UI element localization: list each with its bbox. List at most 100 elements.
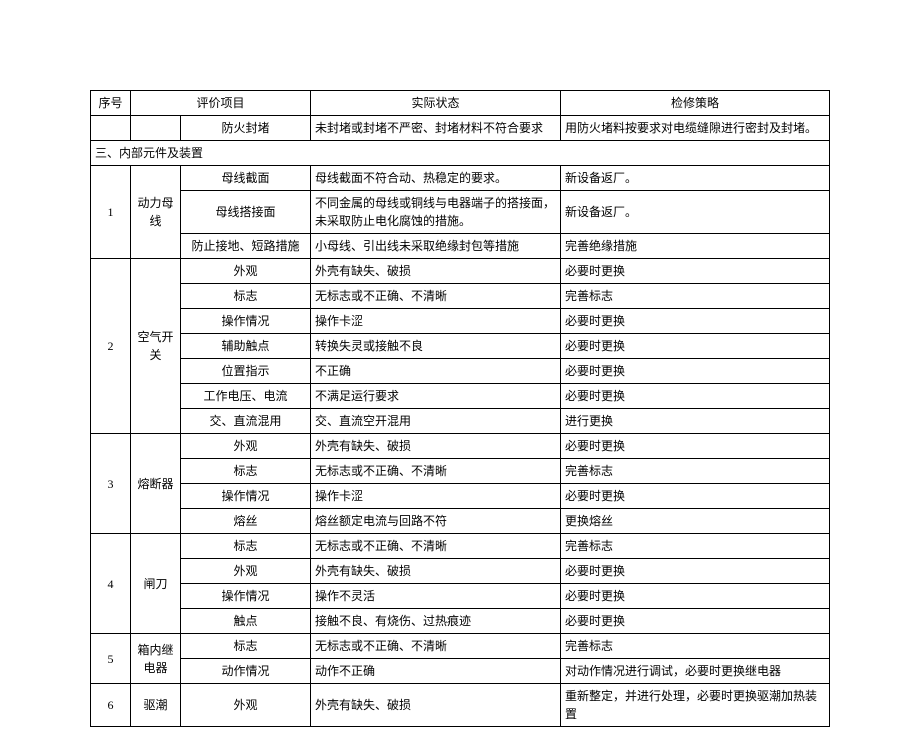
cell-strategy: 必要时更换 bbox=[561, 584, 830, 609]
cell-item: 标志 bbox=[181, 634, 311, 659]
cell-strategy: 进行更换 bbox=[561, 409, 830, 434]
cell-num: 5 bbox=[91, 634, 131, 684]
cell-status: 无标志或不正确、不清晰 bbox=[311, 459, 561, 484]
table-row: 母线搭接面不同金属的母线或铜线与电器端子的搭接面，未采取防止电化腐蚀的措施。新设… bbox=[91, 191, 830, 234]
cell-status: 接触不良、有烧伤、过热痕迹 bbox=[311, 609, 561, 634]
cell-item: 母线截面 bbox=[181, 166, 311, 191]
table-row: 4闸刀标志无标志或不正确、不清晰完善标志 bbox=[91, 534, 830, 559]
table-row: 操作情况操作不灵活必要时更换 bbox=[91, 584, 830, 609]
cell-status: 母线截面不符合动、热稳定的要求。 bbox=[311, 166, 561, 191]
cell-status: 动作不正确 bbox=[311, 659, 561, 684]
cell-cat bbox=[131, 116, 181, 141]
cell-status: 操作卡涩 bbox=[311, 309, 561, 334]
table-row: 动作情况动作不正确对动作情况进行调试，必要时更换继电器 bbox=[91, 659, 830, 684]
cell-strategy: 新设备返厂。 bbox=[561, 166, 830, 191]
table-row: 防火封堵未封堵或封堵不严密、封堵材料不符合要求用防火堵料按要求对电缆缝隙进行密封… bbox=[91, 116, 830, 141]
section-title: 三、内部元件及装置 bbox=[91, 141, 830, 166]
header-item: 评价项目 bbox=[131, 91, 311, 116]
cell-num: 3 bbox=[91, 434, 131, 534]
cell-status: 熔丝额定电流与回路不符 bbox=[311, 509, 561, 534]
cell-cat: 动力母线 bbox=[131, 166, 181, 259]
cell-num: 2 bbox=[91, 259, 131, 434]
cell-item: 外观 bbox=[181, 684, 311, 727]
table-row: 辅助触点转换失灵或接触不良必要时更换 bbox=[91, 334, 830, 359]
cell-status: 不满足运行要求 bbox=[311, 384, 561, 409]
cell-cat: 空气开关 bbox=[131, 259, 181, 434]
cell-status: 无标志或不正确、不清晰 bbox=[311, 634, 561, 659]
cell-strategy: 新设备返厂。 bbox=[561, 191, 830, 234]
cell-cat: 驱潮 bbox=[131, 684, 181, 727]
cell-strategy: 必要时更换 bbox=[561, 484, 830, 509]
table-row: 标志无标志或不正确、不清晰完善标志 bbox=[91, 459, 830, 484]
cell-strategy: 完善绝缘措施 bbox=[561, 234, 830, 259]
cell-item: 标志 bbox=[181, 459, 311, 484]
cell-strategy: 用防火堵料按要求对电缆缝隙进行密封及封堵。 bbox=[561, 116, 830, 141]
table-row: 交、直流混用交、直流空开混用进行更换 bbox=[91, 409, 830, 434]
cell-item: 外观 bbox=[181, 559, 311, 584]
cell-item: 位置指示 bbox=[181, 359, 311, 384]
cell-status: 不正确 bbox=[311, 359, 561, 384]
cell-strategy: 必要时更换 bbox=[561, 359, 830, 384]
cell-item: 操作情况 bbox=[181, 584, 311, 609]
cell-status: 外壳有缺失、破损 bbox=[311, 259, 561, 284]
cell-strategy: 必要时更换 bbox=[561, 309, 830, 334]
cell-item: 触点 bbox=[181, 609, 311, 634]
cell-strategy: 必要时更换 bbox=[561, 559, 830, 584]
cell-status: 外壳有缺失、破损 bbox=[311, 434, 561, 459]
table-row: 工作电压、电流不满足运行要求必要时更换 bbox=[91, 384, 830, 409]
table-body: 防火封堵未封堵或封堵不严密、封堵材料不符合要求用防火堵料按要求对电缆缝隙进行密封… bbox=[91, 116, 830, 727]
table-row: 操作情况操作卡涩必要时更换 bbox=[91, 484, 830, 509]
header-status: 实际状态 bbox=[311, 91, 561, 116]
cell-cat: 箱内继电器 bbox=[131, 634, 181, 684]
table-row: 操作情况操作卡涩必要时更换 bbox=[91, 309, 830, 334]
table-row: 5箱内继电器标志无标志或不正确、不清晰完善标志 bbox=[91, 634, 830, 659]
cell-item: 动作情况 bbox=[181, 659, 311, 684]
cell-num: 6 bbox=[91, 684, 131, 727]
cell-strategy: 必要时更换 bbox=[561, 434, 830, 459]
table-row: 6驱潮外观外壳有缺失、破损重新整定，并进行处理，必要时更换驱潮加热装置 bbox=[91, 684, 830, 727]
cell-item: 交、直流混用 bbox=[181, 409, 311, 434]
cell-status: 未封堵或封堵不严密、封堵材料不符合要求 bbox=[311, 116, 561, 141]
cell-item: 母线搭接面 bbox=[181, 191, 311, 234]
cell-status: 操作卡涩 bbox=[311, 484, 561, 509]
table-row: 位置指示不正确必要时更换 bbox=[91, 359, 830, 384]
cell-strategy: 必要时更换 bbox=[561, 334, 830, 359]
cell-item: 防火封堵 bbox=[181, 116, 311, 141]
cell-cat: 熔断器 bbox=[131, 434, 181, 534]
cell-status: 外壳有缺失、破损 bbox=[311, 559, 561, 584]
cell-strategy: 完善标志 bbox=[561, 634, 830, 659]
header-row: 序号 评价项目 实际状态 检修策略 bbox=[91, 91, 830, 116]
cell-num bbox=[91, 116, 131, 141]
cell-item: 外观 bbox=[181, 259, 311, 284]
cell-item: 标志 bbox=[181, 534, 311, 559]
table-row: 熔丝熔丝额定电流与回路不符更换熔丝 bbox=[91, 509, 830, 534]
cell-status: 外壳有缺失、破损 bbox=[311, 684, 561, 727]
cell-num: 4 bbox=[91, 534, 131, 634]
cell-status: 交、直流空开混用 bbox=[311, 409, 561, 434]
cell-item: 操作情况 bbox=[181, 309, 311, 334]
cell-status: 无标志或不正确、不清晰 bbox=[311, 534, 561, 559]
cell-strategy: 完善标志 bbox=[561, 284, 830, 309]
cell-item: 操作情况 bbox=[181, 484, 311, 509]
cell-num: 1 bbox=[91, 166, 131, 259]
cell-strategy: 更换熔丝 bbox=[561, 509, 830, 534]
cell-strategy: 完善标志 bbox=[561, 459, 830, 484]
cell-item: 工作电压、电流 bbox=[181, 384, 311, 409]
header-strategy: 检修策略 bbox=[561, 91, 830, 116]
cell-status: 无标志或不正确、不清晰 bbox=[311, 284, 561, 309]
table-row: 2空气开关外观外壳有缺失、破损必要时更换 bbox=[91, 259, 830, 284]
cell-strategy: 重新整定，并进行处理，必要时更换驱潮加热装置 bbox=[561, 684, 830, 727]
cell-strategy: 必要时更换 bbox=[561, 609, 830, 634]
cell-strategy: 必要时更换 bbox=[561, 259, 830, 284]
table-row: 标志无标志或不正确、不清晰完善标志 bbox=[91, 284, 830, 309]
cell-strategy: 必要时更换 bbox=[561, 384, 830, 409]
cell-item: 防止接地、短路措施 bbox=[181, 234, 311, 259]
cell-cat: 闸刀 bbox=[131, 534, 181, 634]
evaluation-table: 序号 评价项目 实际状态 检修策略 防火封堵未封堵或封堵不严密、封堵材料不符合要… bbox=[90, 90, 830, 727]
section-header-row: 三、内部元件及装置 bbox=[91, 141, 830, 166]
table-row: 外观外壳有缺失、破损必要时更换 bbox=[91, 559, 830, 584]
table-row: 3熔断器外观外壳有缺失、破损必要时更换 bbox=[91, 434, 830, 459]
cell-status: 小母线、引出线未采取绝缘封包等措施 bbox=[311, 234, 561, 259]
cell-status: 不同金属的母线或铜线与电器端子的搭接面，未采取防止电化腐蚀的措施。 bbox=[311, 191, 561, 234]
cell-status: 转换失灵或接触不良 bbox=[311, 334, 561, 359]
